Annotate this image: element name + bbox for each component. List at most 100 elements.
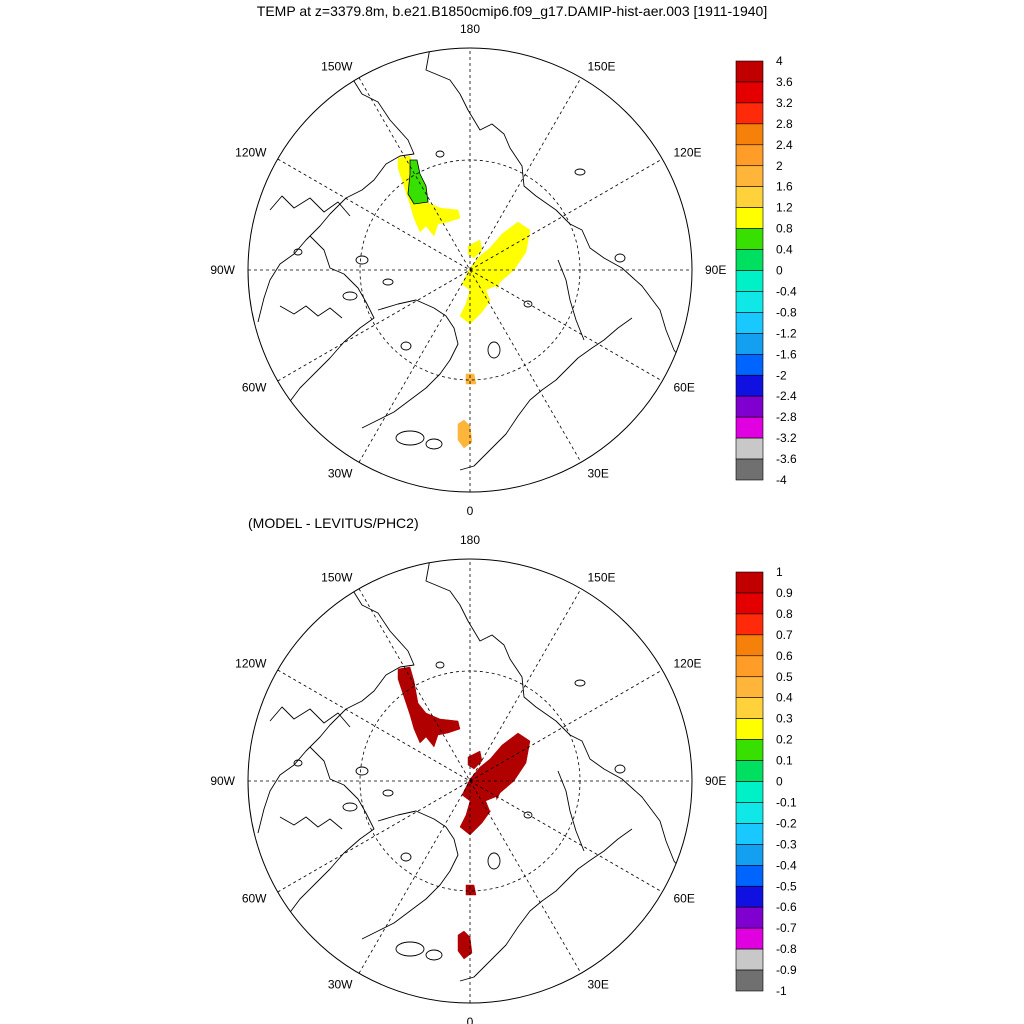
- colorbar-tick-label: 0.8: [776, 607, 793, 621]
- meridian-line: [358, 77, 582, 463]
- coastline: [279, 816, 343, 830]
- anomaly-gap: [486, 797, 498, 811]
- coastline: [361, 810, 459, 940]
- colorbar-swatch: [735, 844, 764, 866]
- island-outline: [487, 341, 501, 359]
- island-outline: [400, 852, 412, 862]
- island-outline: [435, 150, 445, 158]
- island-outline: [400, 341, 412, 351]
- longitude-label: 30E: [588, 467, 609, 481]
- island-outline: [425, 949, 443, 961]
- island-outline: [574, 168, 586, 176]
- figure-title: TEMP at z=3379.8m, b.e21.B1850cmip6.f09_…: [257, 3, 767, 19]
- island-outline: [342, 802, 358, 812]
- coastline: [459, 828, 633, 982]
- coastlines: [257, 559, 684, 982]
- island-outline: [355, 255, 369, 265]
- graticule: [248, 559, 692, 1003]
- anomaly-region-greenland-sea-south: [457, 419, 473, 449]
- longitude-label: 90W: [210, 774, 235, 788]
- coastline: [287, 746, 375, 916]
- model-panel: 180 150E 120E 90E 60E 30E 0 30W 60W 90W 120W 150W 4 3…: [210, 22, 797, 518]
- map-area: [248, 48, 692, 492]
- longitude-label: 120E: [674, 146, 702, 160]
- island-outline: [382, 278, 394, 286]
- colorbar-swatch: [735, 613, 764, 636]
- colorbar-tick-label: -0.8: [776, 942, 797, 956]
- colorbar-tick-label: 1.6: [776, 180, 793, 194]
- meridian-line: [358, 588, 582, 974]
- colorbar-tick-label: -2.8: [776, 410, 797, 424]
- colorbar-tick-label: 0.4: [776, 691, 793, 705]
- colorbar-swatch: [735, 291, 764, 313]
- colorbar-tick-label: -4: [776, 473, 787, 487]
- colorbar-tick-label: 0.9: [776, 586, 793, 600]
- colorbar-swatch: [735, 102, 764, 125]
- coastline: [459, 317, 633, 471]
- colorbar-swatch: [735, 353, 764, 376]
- anomaly-gap: [486, 286, 498, 300]
- colorbar-swatch: [735, 395, 764, 418]
- colorbar-swatch: [735, 437, 764, 460]
- colorbar-tick-label: -0.5: [776, 879, 797, 893]
- colorbar-tick-label: -0.7: [776, 921, 797, 935]
- colorbar: 1 0.9 0.8 0.7 0.6 0.5 0.4 0.3 0.2 0.1 0 -0.1 -0.2 -0.…: [735, 565, 797, 998]
- longitude-label: 150E: [588, 60, 616, 74]
- anomaly-region-eurasian-basin: [459, 732, 531, 836]
- island-outline: [342, 291, 358, 301]
- colorbar-tick-label: 0.5: [776, 670, 793, 684]
- colorbar-tick-label: -0.4: [776, 284, 797, 298]
- longitude-label: 30E: [588, 978, 609, 992]
- colorbar-tick-label: 0.4: [776, 243, 793, 257]
- colorbar-swatch: [735, 906, 764, 929]
- colorbar-swatch: [735, 207, 764, 229]
- map-border: [247, 47, 693, 493]
- colorbar-tick-label: 1: [776, 565, 783, 579]
- colorbar-swatch: [735, 634, 764, 657]
- colorbar-tick-label: 2: [776, 159, 783, 173]
- colorbar-tick-label: -0.3: [776, 837, 797, 851]
- colorbar-swatch: [735, 186, 764, 208]
- longitude-label: 60W: [242, 892, 267, 906]
- coastline: [257, 77, 415, 323]
- colorbar-tick-label: 0.7: [776, 628, 793, 642]
- colorbar-tick-label: -0.6: [776, 900, 797, 914]
- colorbar-tick-label: -0.1: [776, 796, 797, 810]
- coastline: [269, 706, 351, 728]
- colorbar-tick-label: 0.6: [776, 649, 793, 663]
- colorbar-swatch: [735, 123, 764, 146]
- island-outline: [395, 430, 425, 446]
- colorbar-swatch: [735, 697, 764, 719]
- longitude-label: 120E: [674, 657, 702, 671]
- colorbar: 4 3.6 3.2 2.8 2.4 2 1.6 1.2 0.8 0.4 0 -0.4 -0.8 -1.2 -…: [735, 54, 797, 487]
- colorbar-swatch: [735, 374, 764, 397]
- longitude-label: 180: [460, 22, 480, 36]
- colorbar-tick-label: 0: [776, 264, 783, 278]
- longitude-label: 90E: [705, 263, 726, 277]
- colorbar-tick-label: 3.6: [776, 75, 793, 89]
- colorbar-tick-label: -2: [776, 368, 787, 382]
- colorbar-swatch: [735, 718, 764, 740]
- longitude-label: 0: [467, 1015, 474, 1024]
- colorbar-swatch: [735, 228, 764, 250]
- coastline: [557, 259, 585, 341]
- anomaly-region-greenland-sea-south: [457, 930, 473, 960]
- colorbar-tick-label: -0.4: [776, 858, 797, 872]
- longitude-label: 90E: [705, 774, 726, 788]
- coastline: [425, 48, 684, 363]
- colorbar-swatch: [735, 416, 764, 439]
- colorbar-tick-label: 0.1: [776, 754, 793, 768]
- map-area: [248, 559, 692, 1003]
- colorbar-tick-label: -0.9: [776, 963, 797, 977]
- longitude-label: 180: [460, 533, 480, 547]
- colorbar-swatch: [735, 312, 764, 334]
- island-outline: [395, 941, 425, 957]
- island-outline: [355, 766, 369, 776]
- island-outline: [614, 764, 626, 774]
- colorbar-swatch: [735, 781, 764, 803]
- colorbar-tick-label: -0.8: [776, 305, 797, 319]
- coastline: [425, 559, 684, 874]
- colorbar-swatch: [735, 969, 764, 992]
- longitude-label: 120W: [235, 146, 267, 160]
- longitude-label: 0: [467, 504, 474, 518]
